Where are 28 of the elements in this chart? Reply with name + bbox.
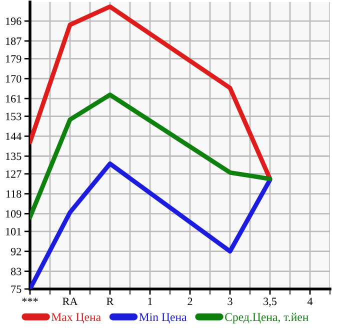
y-tick-label: 144	[6, 132, 22, 140]
x-tick-label: ***	[22, 298, 38, 302]
x-tick-label: 3,5	[264, 298, 277, 307]
x-tick-label: 1	[148, 298, 152, 306]
y-tick-label: 109	[6, 210, 22, 218]
y-tick-label: 161	[6, 95, 21, 103]
y-tick-label: 75	[11, 286, 22, 293]
x-tick-label: 3	[228, 298, 232, 306]
legend-label: Min Цена	[139, 313, 187, 324]
y-tick-label: 92	[10, 248, 22, 256]
y-tick-label: 83	[10, 268, 22, 276]
y-tick-label: 179	[6, 55, 22, 63]
y-tick-label: 196	[6, 18, 22, 26]
x-tick-label: R	[106, 298, 114, 306]
y-tick-label: 135	[6, 152, 22, 160]
y-tick-label: 127	[6, 170, 22, 178]
line-series	[30, 92, 272, 220]
y-tick-label: 118	[6, 190, 22, 198]
y-tick-label: 153	[6, 112, 22, 120]
x-tick-label: 2	[188, 298, 192, 306]
y-tick-label: 170	[6, 75, 22, 83]
legend-label: Max Цена	[51, 313, 101, 324]
y-tick-label: 101	[6, 228, 21, 236]
x-tick-label: 4	[307, 298, 313, 306]
line-series	[30, 161, 272, 289]
y-tick-label: 187	[6, 37, 22, 45]
x-tick-label: RA	[62, 298, 78, 306]
legend-label: Сред.Цена, т.йен	[225, 312, 308, 324]
